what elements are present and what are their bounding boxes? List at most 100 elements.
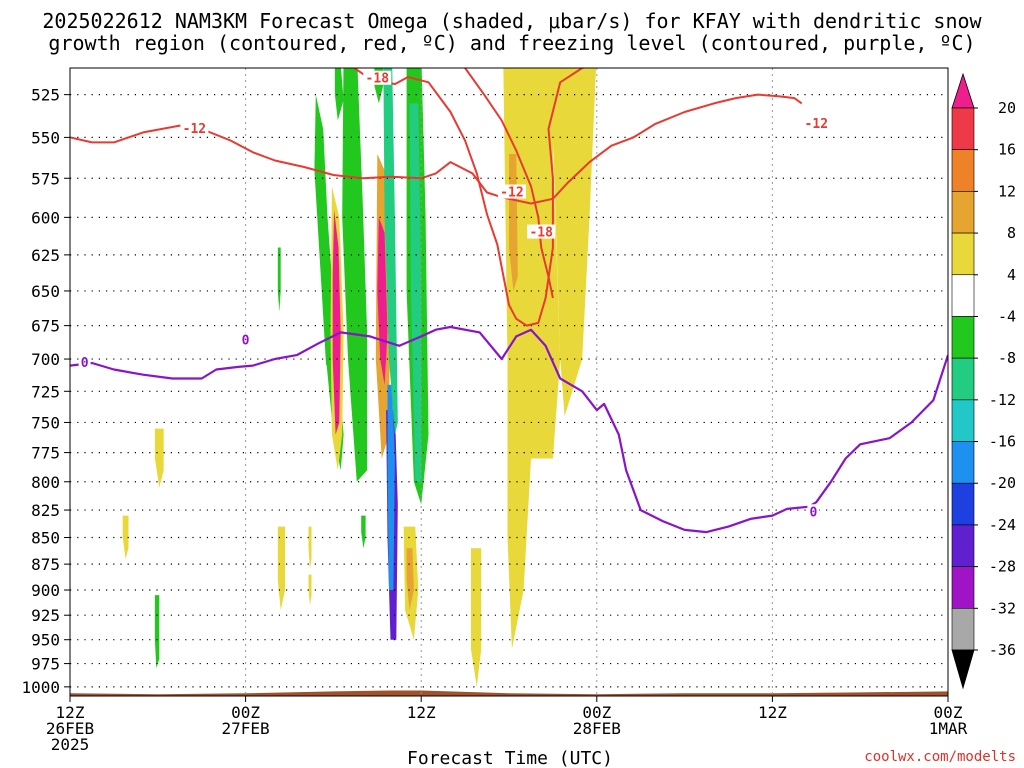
omega-region-small-green-hr14	[277, 247, 281, 312]
plot-frame	[69, 67, 949, 697]
y-tick-label-800: 800	[31, 473, 60, 492]
omega-region-cyan-column-hr23	[409, 103, 422, 482]
colorbar-band-7	[951, 399, 975, 442]
x-tick-label-60-1: 1MAR	[929, 719, 968, 738]
colorbar-label-11: -28	[989, 558, 1016, 576]
x-tick-label-48-0: 12Z	[758, 703, 787, 722]
omega-region-small-yellow-hr16	[308, 526, 312, 570]
colorbar-band-2	[951, 191, 975, 234]
chart-title-line2: growth region (contoured, red, ºC) and f…	[48, 31, 975, 55]
y-tick-label-650: 650	[31, 282, 60, 301]
omega-region-small-yellow-hr4	[122, 515, 129, 559]
colorbar-band-1	[951, 149, 975, 192]
contour-label-bg-1	[363, 70, 392, 85]
omega-region-small-green-hr6	[154, 595, 160, 669]
colorbar-band-9	[951, 482, 975, 526]
colorbar-label-13: -36	[989, 641, 1016, 659]
y-tick-label-775: 775	[31, 444, 60, 463]
contour-label-bg-6	[239, 332, 252, 347]
colorbar: 20 16 12 8 4 -4 -8 -12 -16 -20 -24 -28 -32 -36	[951, 72, 1016, 690]
colorbar-label-1: 16	[998, 141, 1016, 159]
contour-label-0: -12	[183, 122, 206, 137]
contour-label-bg-7	[807, 504, 820, 519]
y-axis: 525 550 575 600 625 650 675 700 725 750 775 800 825 8…	[21, 86, 70, 697]
y-tick-label-875: 875	[31, 555, 60, 574]
x-tick-label-36-1: 28FEB	[573, 719, 621, 738]
y-tick-label-900: 900	[31, 581, 60, 600]
colorbar-label-0: 20	[998, 99, 1016, 117]
chart-title-line1: 2025022612 NAM3KM Forecast Omega (shaded…	[42, 9, 982, 33]
colorbar-label-2: 12	[998, 182, 1016, 200]
colorbar-label-12: -32	[989, 599, 1016, 617]
omega-region-positive-core-hr18	[332, 209, 341, 435]
contour-label-7: 0	[809, 505, 817, 520]
colorbar-top-arrow	[951, 72, 975, 109]
credit-text: coolwx.com/modelts	[864, 749, 1016, 765]
contour-label-bg-4	[802, 115, 831, 130]
y-tick-label-975: 975	[31, 655, 60, 674]
colorbar-label-10: -24	[989, 516, 1016, 534]
omega-region-small-green-hr18b	[334, 68, 344, 121]
contour-label-1: -18	[366, 72, 390, 87]
y-tick-label-550: 550	[31, 128, 60, 147]
colorbar-label-5: -4	[998, 307, 1016, 325]
contour-label-4: -12	[805, 117, 828, 132]
x-tick-label-0-2: 2025	[51, 735, 90, 754]
x-tick-label-0-1: 26FEB	[46, 719, 94, 738]
colorbar-label-3: 8	[1007, 224, 1016, 242]
omega-region-small-yellow-hr14	[277, 526, 286, 611]
contour-label-bg-5	[78, 354, 91, 369]
omega-region-blue-column-hr22	[387, 384, 395, 590]
plot-area: -12 -18 -12 -18 -12 0 0 0	[69, 67, 949, 697]
y-tick-label-825: 825	[31, 501, 60, 520]
x-tick-label-12-0: 00Z	[231, 703, 260, 722]
omega-region-yellow-mid-hr33	[550, 68, 597, 417]
y-tick-label-600: 600	[31, 208, 60, 227]
y-tick-label-725: 725	[31, 382, 60, 401]
omega-region-small-yellow-hr6	[154, 428, 164, 488]
colorbar-label-4: 4	[1007, 266, 1016, 284]
colorbar-band-8	[951, 441, 975, 484]
contour-labels: -12 -18 -12 -18 -12 0 0 0	[78, 70, 831, 520]
y-tick-label-950: 950	[31, 631, 60, 650]
colorbar-band-12	[951, 608, 975, 651]
x-tick-label-60-0: 00Z	[934, 703, 963, 722]
dgz-contour-minus12-b	[464, 68, 554, 299]
omega-region-green-column-hr19	[342, 68, 368, 482]
y-tick-label-850: 850	[31, 528, 60, 547]
y-tick-label-700: 700	[31, 350, 60, 369]
omega-shading	[122, 68, 597, 687]
omega-region-cyan-column-hr22	[383, 68, 398, 435]
y-tick-label-575: 575	[31, 169, 60, 188]
omega-region-small-yellow-hr16b	[308, 574, 312, 606]
contour-label-bg-2	[497, 184, 526, 199]
colorbar-band-11	[951, 566, 975, 609]
y-tick-label-625: 625	[31, 246, 60, 265]
x-tick-label-24-0: 12Z	[407, 703, 436, 722]
colorbar-label-8: -16	[989, 433, 1016, 451]
y-tick-label-525: 525	[31, 86, 60, 105]
omega-region-positive-core-hr21	[377, 217, 388, 385]
contour-label-5: 0	[81, 356, 89, 371]
y-tick-label-925: 925	[31, 606, 60, 625]
terrain-layer	[70, 690, 948, 696]
y-tick-label-750: 750	[31, 413, 60, 432]
x-tick-label-12-1: 27FEB	[222, 719, 270, 738]
x-axis-title: Forecast Time (UTC)	[407, 748, 613, 768]
colorbar-band-6	[951, 357, 975, 401]
contour-label-2: -12	[500, 186, 523, 201]
y-tick-label-675: 675	[31, 317, 60, 336]
colorbar-band-10	[951, 524, 975, 567]
terrain-fill	[70, 690, 948, 696]
x-tick-label-0-0: 12Z	[56, 703, 85, 722]
contour-label-bg-3	[527, 224, 556, 239]
colorbar-label-6: -8	[998, 349, 1016, 367]
colorbar-band-4	[951, 274, 975, 317]
colorbar-band-5	[951, 316, 975, 359]
contour-label-6: 0	[242, 333, 250, 348]
y-tick-label-1000: 1000	[21, 678, 60, 697]
colorbar-label-9: -20	[989, 474, 1016, 492]
omega-region-small-green-hr20	[361, 515, 366, 549]
